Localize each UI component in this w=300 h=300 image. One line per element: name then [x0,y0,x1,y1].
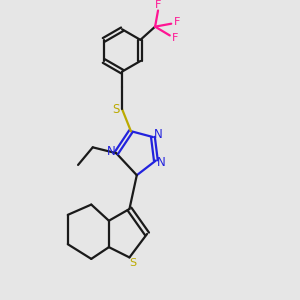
Text: N: N [157,155,165,169]
Text: F: F [155,0,161,10]
Text: N: N [107,145,116,158]
Text: S: S [129,258,137,268]
Text: F: F [174,17,180,27]
Text: F: F [172,33,178,43]
Text: S: S [112,103,119,116]
Text: N: N [154,128,162,142]
